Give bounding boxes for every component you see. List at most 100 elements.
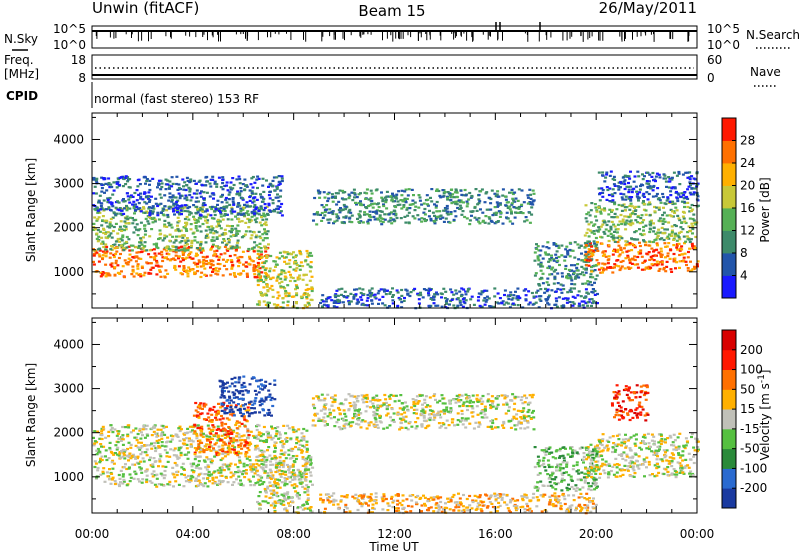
scatter-cell-0-4: [368, 210, 372, 213]
scatter-cell-0-7: [592, 240, 596, 243]
scatter-cell-1-0: [132, 429, 135, 432]
scatter-cell-0-1: [148, 249, 152, 252]
scatter-cell-0-6: [607, 266, 611, 269]
scatter-cell-1-0: [300, 451, 304, 454]
scatter-cell-0-7: [618, 220, 622, 223]
scatter-cell-0-3: [290, 295, 294, 298]
scatter-cell-1-0: [289, 447, 293, 450]
scatter-cell-0-7: [625, 219, 629, 222]
scatter-cell-0-9: [321, 305, 324, 308]
scatter-cell-0-3: [288, 265, 292, 269]
scatter-cell-0-9: [391, 287, 394, 290]
scatter-cell-1-1: [221, 444, 225, 447]
scatter-cell-1-0: [95, 449, 99, 452]
scatter-cell-0-6: [665, 260, 669, 263]
scatter-cell-0-6: [658, 267, 662, 271]
scatter-cell-0-1: [107, 235, 111, 238]
scatter-cell-0-3: [308, 279, 312, 282]
scatter-cell-0-8: [603, 180, 607, 183]
scatter-cell-0-2: [277, 175, 281, 178]
scatter-cell-0-4: [369, 189, 373, 192]
scatter-cell-0-0: [212, 268, 216, 271]
scatter-cell-1-1: [225, 417, 229, 420]
scatter-cell-0-1: [118, 207, 122, 210]
scatter-cell-1-0: [191, 476, 195, 479]
scatter-cell-0-8: [641, 194, 645, 197]
scatter-cell-0-4: [407, 221, 411, 224]
scatter-cell-0-4: [399, 199, 403, 202]
scatter-cell-0-7: [600, 208, 604, 211]
scatter-cell-1-0: [252, 484, 256, 487]
scatter-cell-0-1: [255, 234, 258, 237]
scatter-cell-0-9: [580, 300, 584, 303]
scatter-cell-0-6: [611, 253, 615, 256]
scatter-cell-0-9: [536, 289, 540, 292]
scatter-cell-0-3: [294, 254, 298, 257]
scatter-cell-0-2: [157, 179, 161, 182]
scatter-cell-0-0: [154, 254, 158, 257]
scatter-cell-0-6: [663, 256, 667, 259]
scatter-cell-0-5: [584, 282, 588, 285]
scatter-cell-0-3: [301, 278, 305, 281]
scatter-cell-1-1: [229, 431, 233, 434]
scatter-cell-0-1: [101, 215, 105, 218]
scatter-cell-1-0: [297, 440, 301, 443]
scatter-cell-1-0: [231, 474, 235, 477]
scatter-cell-0-2: [243, 178, 247, 181]
scatter-cell-0-4: [442, 209, 446, 212]
scatter-cell-0-1: [165, 225, 169, 228]
scatter-cell-0-4: [446, 196, 450, 200]
scatter-cell-0-3: [307, 254, 311, 257]
scatter-cell-0-8: [685, 195, 689, 199]
scatter-cell-0-5: [576, 263, 580, 266]
scatter-cell-0-2: [179, 188, 182, 191]
scatter-cell-0-4: [423, 213, 427, 216]
scatter-cell-0-2: [254, 192, 258, 195]
scatter-cell-1-0: [217, 445, 221, 448]
scatter-cell-1-1: [247, 434, 251, 437]
scatter-cell-0-4: [353, 192, 357, 195]
scatter-cell-0-9: [527, 303, 531, 306]
scatter-cell-1-0: [150, 472, 154, 475]
scatter-cell-1-0: [151, 463, 155, 466]
scatter-cell-0-0: [142, 274, 146, 277]
scatter-cell-0-4: [353, 193, 357, 196]
scatter-cell-0-1: [210, 217, 214, 220]
scatter-cell-1-0: [235, 432, 239, 435]
scatter-cell-0-4: [361, 221, 365, 224]
scatter-cell-0-1: [206, 233, 209, 236]
scatter-cell-0-7: [656, 234, 660, 237]
scatter-cell-0-4: [320, 211, 324, 215]
scatter-cell-0-7: [661, 220, 665, 223]
scatter-cell-1-0: [150, 447, 154, 450]
scatter-cell-0-5: [541, 282, 545, 285]
scatter-cell-0-8: [628, 177, 632, 180]
scatter-cell-0-3: [269, 254, 273, 258]
scatter-cell-0-2: [166, 213, 170, 217]
scatter-cell-0-1: [127, 222, 131, 225]
scatter-cell-0-9: [409, 291, 413, 294]
scatter-cell-0-4: [469, 196, 473, 199]
scatter-cell-1-0: [155, 439, 159, 443]
scatter-cell-0-9: [503, 289, 507, 292]
scatter-cell-0-5: [550, 256, 554, 260]
scatter-cell-0-5: [593, 264, 597, 267]
scatter-cell-0-1: [178, 241, 182, 244]
scatter-cell-1-0: [100, 437, 104, 441]
scatter-cell-0-2: [231, 200, 235, 203]
scatter-cell-0-6: [596, 241, 599, 244]
scatter-cell-0-8: [641, 178, 645, 181]
scatter-cell-0-0: [199, 251, 203, 254]
scatter-cell-0-1: [122, 225, 126, 228]
scatter-cell-0-9: [356, 298, 360, 301]
scatter-cell-0-2: [237, 175, 241, 178]
scatter-cell-0-6: [665, 245, 669, 248]
scatter-cell-1-0: [274, 446, 277, 450]
scatter-cell-0-4: [365, 192, 369, 195]
scatter-cell-0-4: [372, 215, 376, 218]
scatter-cell-0-8: [651, 195, 655, 198]
scatter-cell-1-0: [305, 450, 309, 453]
scatter-cell-0-0: [214, 269, 217, 272]
scatter-cell-0-0: [181, 251, 185, 254]
scatter-cell-0-8: [619, 186, 622, 189]
